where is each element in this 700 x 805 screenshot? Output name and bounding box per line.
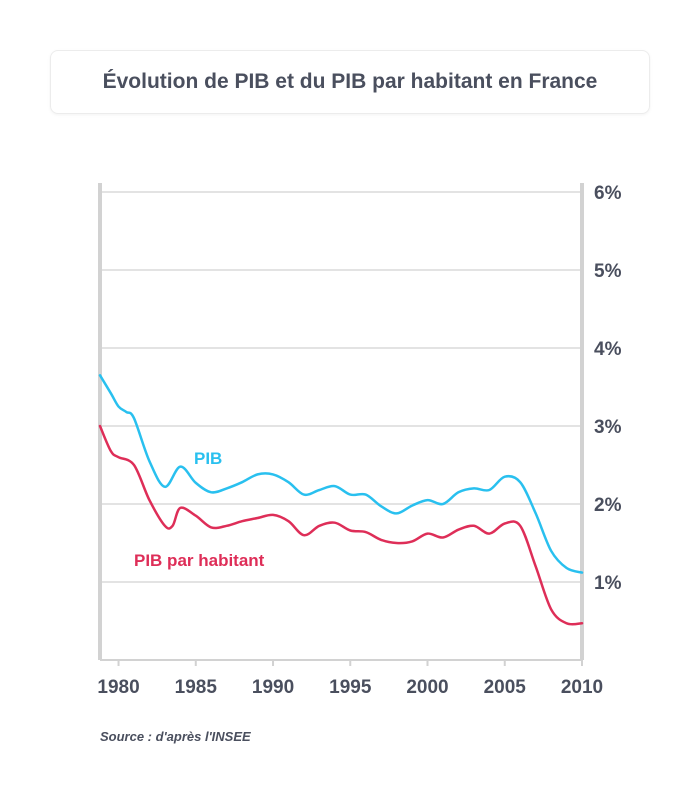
chart-title-box: Évolution de PIB et du PIB par habitant … [50, 50, 650, 114]
source-note: Source : d'après l'INSEE [100, 729, 251, 744]
y-tick-label: 6% [594, 183, 622, 204]
series-label-0: PIB [194, 449, 222, 468]
x-tick-label: 1980 [97, 677, 139, 698]
series-label-1: PIB par habitant [134, 551, 265, 570]
x-tick-label: 2010 [561, 677, 603, 698]
tick-labels: 1% 2% 3% 4% 5% 6% 1980 1985 1990 1995 2000 2005 2010 [97, 183, 621, 698]
x-tick-label: 2000 [406, 677, 448, 698]
x-tick-label: 1985 [175, 677, 218, 698]
y-tick-label: 1% [594, 573, 622, 594]
x-tick-label: 2005 [484, 677, 527, 698]
series-labels: PIB PIB par habitant [134, 449, 265, 570]
y-tick-label: 5% [594, 261, 622, 282]
chart-title: Évolution de PIB et du PIB par habitant … [102, 70, 598, 93]
series-lines [98, 374, 584, 626]
axes [98, 183, 584, 666]
series-line-0 [98, 374, 584, 574]
y-tick-label: 2% [594, 495, 622, 516]
x-tick-label: 1990 [252, 677, 294, 698]
x-tick-label: 1995 [329, 677, 372, 698]
y-tick-label: 3% [594, 417, 622, 438]
grid-lines [100, 191, 582, 583]
series-line-1 [98, 424, 584, 626]
y-tick-label: 4% [594, 339, 622, 360]
